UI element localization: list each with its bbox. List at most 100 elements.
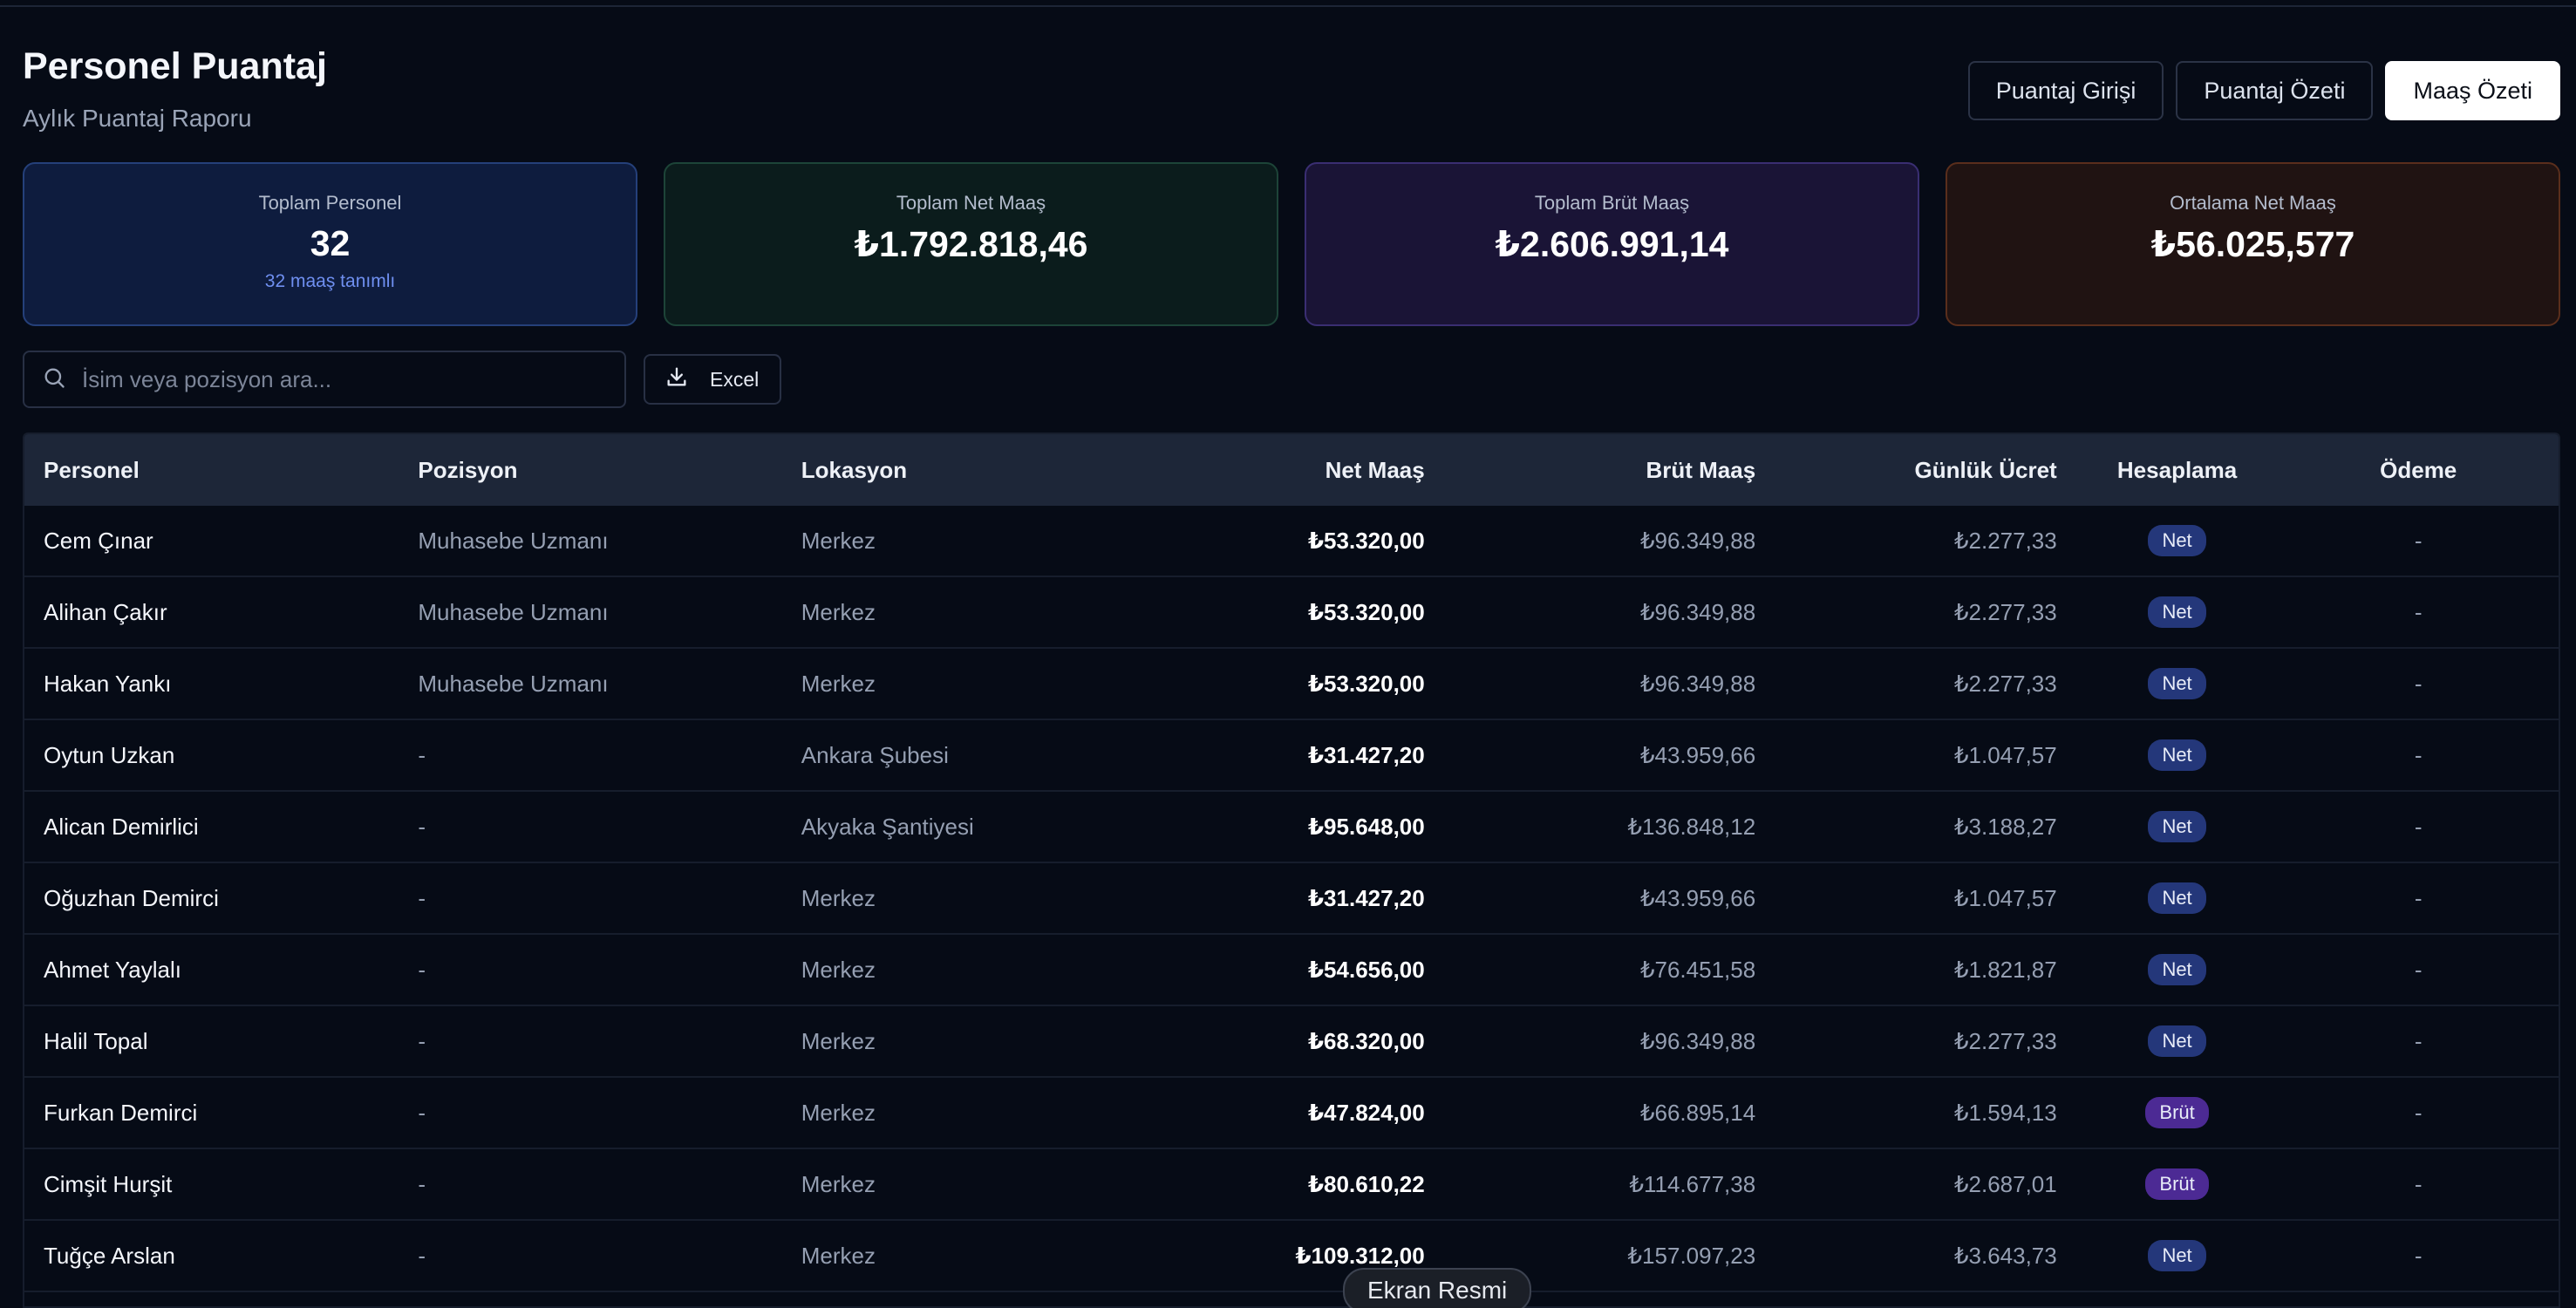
table-row[interactable]: Oğuzhan Demirci - Merkez ₺31.427,20 ₺43.959,… (24, 863, 2559, 935)
column-header-brut-maas[interactable]: Brüt Maaş (1646, 456, 1756, 483)
location-cell: Merkez (801, 670, 876, 697)
payment-cell: - (2414, 1027, 2423, 1054)
stat-label: Toplam Brüt Maaş (1534, 192, 1690, 214)
table-row[interactable]: Furkan Demirci - Merkez ₺47.824,00 ₺66.895,1… (24, 1078, 2559, 1149)
gross-salary-cell: ₺96.349,88 (1639, 670, 1756, 697)
screenshot-tooltip: Ekran Resmi (1343, 1268, 1532, 1308)
calculation-cell: Net (2076, 811, 2279, 842)
table-body: Cem Çınar Muhasebe Uzmanı Merkez ₺53.320,00… (24, 506, 2559, 1292)
location-cell: Merkez (801, 1242, 876, 1269)
location-cell: Merkez (801, 1027, 876, 1054)
daily-wage-cell: ₺3.188,27 (1953, 813, 2057, 840)
view-tabs: Puantaj Girişi Puantaj Özeti Maaş Özeti (1967, 61, 2560, 120)
payment-cell: - (2414, 956, 2423, 983)
calculation-badge: Net (2148, 1025, 2206, 1057)
net-salary-cell: ₺53.320,00 (1307, 527, 1425, 554)
location-cell: Ankara Şubesi (801, 741, 949, 768)
calculation-badge: Net (2148, 954, 2206, 985)
daily-wage-cell: ₺2.277,33 (1953, 1027, 2057, 1054)
calculation-badge: Net (2148, 1240, 2206, 1271)
stat-value: ₺56.025,577 (2150, 224, 2355, 264)
position-cell: Muhasebe Uzmanı (418, 527, 609, 554)
calculation-badge: Brüt (2145, 1097, 2209, 1128)
stat-value: 32 (310, 223, 351, 263)
personnel-name: Cem Çınar (44, 527, 153, 554)
stat-subtext: 32 maaş tanımlı (264, 271, 396, 291)
search-box[interactable] (23, 351, 626, 408)
calculation-cell: Net (2076, 1240, 2279, 1271)
stat-card-total-gross: Toplam Brüt Maaş ₺2.606.991,14 (1305, 162, 1919, 326)
column-header-net-maas[interactable]: Net Maaş (1325, 456, 1425, 483)
location-cell: Merkez (801, 956, 876, 983)
search-input[interactable] (82, 365, 605, 393)
position-cell: - (418, 813, 426, 840)
tab-puantaj-ozeti[interactable]: Puantaj Özeti (2176, 61, 2374, 120)
column-header-lokasyon[interactable]: Lokasyon (801, 456, 908, 483)
calculation-cell: Net (2076, 954, 2279, 985)
calculation-badge: Net (2148, 525, 2206, 556)
net-salary-cell: ₺54.656,00 (1307, 956, 1425, 983)
location-cell: Merkez (801, 884, 876, 911)
gross-salary-cell: ₺43.959,66 (1639, 884, 1756, 911)
payment-cell: - (2414, 598, 2423, 625)
excel-button-label: Excel (710, 367, 760, 391)
table-row[interactable]: Ahmet Yaylalı - Merkez ₺54.656,00 ₺76.451,58… (24, 935, 2559, 1006)
location-cell: Merkez (801, 1099, 876, 1126)
calculation-badge: Net (2148, 882, 2206, 914)
payment-cell: - (2414, 1170, 2423, 1197)
table-row[interactable]: Tuğçe Arslan - Merkez ₺109.312,00 ₺157.097,2… (24, 1221, 2559, 1292)
net-salary-cell: ₺95.648,00 (1307, 813, 1425, 840)
daily-wage-cell: ₺2.277,33 (1953, 670, 2057, 697)
calculation-cell: Net (2076, 739, 2279, 771)
personnel-name: Halil Topal (44, 1027, 148, 1054)
gross-salary-cell: ₺136.848,12 (1627, 813, 1756, 840)
table-row[interactable]: Cem Çınar Muhasebe Uzmanı Merkez ₺53.320,00… (24, 506, 2559, 577)
calculation-cell: Net (2076, 596, 2279, 628)
payment-cell: - (2414, 741, 2423, 768)
calculation-badge: Brüt (2145, 1168, 2209, 1200)
net-salary-cell: ₺47.824,00 (1307, 1099, 1425, 1126)
net-salary-cell: ₺68.320,00 (1307, 1027, 1425, 1054)
personnel-name: Ahmet Yaylalı (44, 956, 182, 983)
daily-wage-cell: ₺3.643,73 (1953, 1242, 2057, 1269)
table-row[interactable]: Oytun Uzkan - Ankara Şubesi ₺31.427,20 ₺43.9… (24, 720, 2559, 792)
payment-cell: - (2414, 1099, 2423, 1126)
column-header-odeme[interactable]: Ödeme (2380, 456, 2457, 483)
tab-maas-ozeti[interactable]: Maaş Özeti (2385, 61, 2560, 120)
daily-wage-cell: ₺1.594,13 (1953, 1099, 2057, 1126)
gross-salary-cell: ₺76.451,58 (1639, 956, 1756, 983)
excel-export-button[interactable]: Excel (644, 354, 781, 405)
location-cell: Merkez (801, 1170, 876, 1197)
column-header-hesaplama[interactable]: Hesaplama (2116, 456, 2238, 483)
table-row[interactable]: Alican Demirlici - Akyaka Şantiyesi ₺95.648… (24, 792, 2559, 863)
tab-puantaj-girisi[interactable]: Puantaj Girişi (1967, 61, 2164, 120)
position-cell: - (418, 741, 426, 768)
daily-wage-cell: ₺1.821,87 (1953, 956, 2057, 983)
gross-salary-cell: ₺66.895,14 (1639, 1099, 1756, 1126)
table-row[interactable]: Halil Topal - Merkez ₺68.320,00 ₺96.349,88 ₺2… (24, 1006, 2559, 1078)
column-header-gunluk-ucret[interactable]: Günlük Ücret (1914, 456, 2057, 483)
calculation-cell: Net (2076, 882, 2279, 914)
daily-wage-cell: ₺1.047,57 (1953, 884, 2057, 911)
net-salary-cell: ₺80.610,22 (1307, 1170, 1425, 1197)
calculation-cell: Brüt (2076, 1168, 2279, 1200)
column-header-personel[interactable]: Personel (44, 456, 140, 483)
personnel-name: Alihan Çakır (44, 598, 167, 625)
page-subtitle: Aylık Puantaj Raporu (23, 105, 252, 132)
payment-cell: - (2414, 670, 2423, 697)
calculation-cell: Net (2076, 1025, 2279, 1057)
net-salary-cell: ₺53.320,00 (1307, 598, 1425, 625)
location-cell: Akyaka Şantiyesi (801, 813, 974, 840)
gross-salary-cell: ₺114.677,38 (1629, 1170, 1756, 1197)
location-cell: Merkez (801, 598, 876, 625)
payment-cell: - (2414, 884, 2423, 911)
table-row[interactable]: Alihan Çakır Muhasebe Uzmanı Merkez ₺53.320… (24, 577, 2559, 649)
table-row[interactable]: Hakan Yankı Muhasebe Uzmanı Merkez ₺53.320,… (24, 649, 2559, 720)
position-cell: - (418, 1170, 426, 1197)
calculation-badge: Net (2148, 668, 2206, 699)
table-row[interactable]: Cimşit Hurşit - Merkez ₺80.610,22 ₺114.677,3… (24, 1149, 2559, 1221)
calculation-badge: Net (2148, 596, 2206, 628)
column-header-pozisyon[interactable]: Pozisyon (418, 456, 518, 483)
position-cell: - (418, 1027, 426, 1054)
position-cell: Muhasebe Uzmanı (418, 598, 609, 625)
